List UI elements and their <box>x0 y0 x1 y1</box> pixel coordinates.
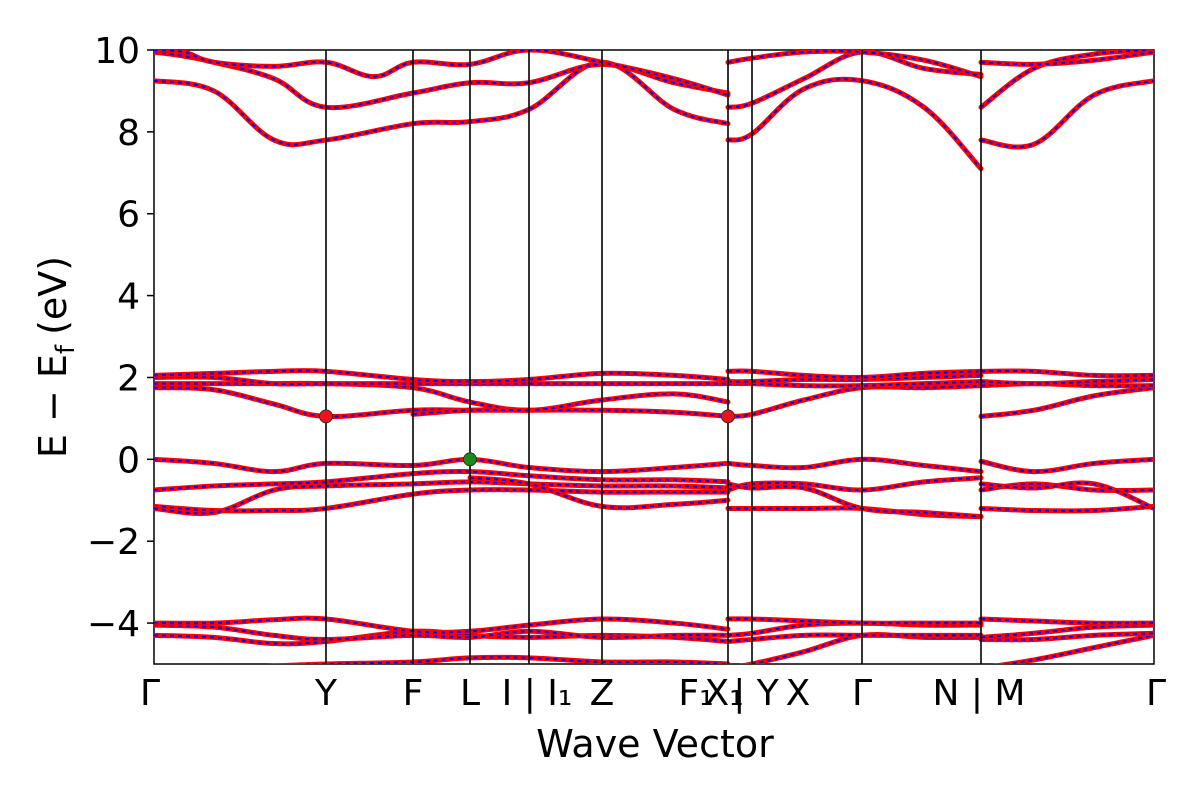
y-axis-ticks: −4 −2 0 2 4 6 8 10 <box>87 31 154 645</box>
x-tick-label: Γ <box>140 673 160 714</box>
band-line-dashed <box>980 378 1154 385</box>
band-line-dashed <box>1002 634 1154 664</box>
band-line-dashed <box>727 384 982 418</box>
vbm-marker <box>463 452 477 467</box>
y-axis-label-unit: (eV) <box>31 256 75 335</box>
band-line-dashed <box>154 50 729 96</box>
x-tick-label: Γ <box>1146 673 1166 714</box>
band-line <box>725 50 984 110</box>
y-tick-label: 4 <box>117 277 140 318</box>
bands-layer <box>154 50 1154 664</box>
band-line-dashed <box>727 482 982 518</box>
band-line-dashed <box>727 380 982 387</box>
y-tick-label: 0 <box>117 440 140 481</box>
band-line-dashed <box>727 370 982 379</box>
kpoint-lines <box>325 50 982 664</box>
band-line-dashed <box>154 386 729 418</box>
band-line-dashed <box>980 51 1154 66</box>
band-line-dashed <box>980 481 1154 510</box>
x-tick-label: Y <box>314 673 338 714</box>
x-tick-label: Γ <box>852 673 872 714</box>
band-line-dashed <box>980 50 1154 109</box>
cbm-marker <box>721 409 735 424</box>
y-axis-label: E − Ef (eV) <box>31 256 81 458</box>
band-line-dashed <box>727 50 982 78</box>
band-line-dashed <box>727 617 981 625</box>
band-line-dashed <box>154 61 729 146</box>
y-tick-label: 2 <box>117 358 140 399</box>
y-tick-label: −4 <box>87 604 140 645</box>
band-line-dashed <box>980 370 1154 377</box>
extrema-markers <box>319 409 735 467</box>
y-tick-label: 10 <box>94 31 140 72</box>
band-line-dashed <box>154 480 729 515</box>
band-line-dashed <box>980 386 1154 418</box>
x-tick-label: N | M <box>932 673 1025 714</box>
x-tick-label: I | I₁ <box>502 673 573 714</box>
x-axis-label: Wave Vector <box>536 722 774 766</box>
band-line-dashed <box>980 632 1154 641</box>
band-line-dashed <box>154 369 729 383</box>
cbm-marker <box>319 409 333 424</box>
band-line-dashed <box>727 458 982 473</box>
band-line-dashed <box>469 476 729 509</box>
band-line-dashed <box>980 624 1154 639</box>
band-line-dashed <box>154 470 729 492</box>
band-line-dashed <box>154 458 729 473</box>
band-line-dashed <box>980 505 1154 512</box>
band-line-dashed <box>154 382 729 412</box>
x-tick-label: L <box>460 673 480 714</box>
x-tick-label: F <box>403 673 424 714</box>
x-tick-label: X <box>786 673 811 714</box>
band-line-dashed <box>727 374 982 383</box>
band-line-dashed <box>980 458 1154 473</box>
y-tick-label: 8 <box>117 113 140 154</box>
x-tick-label: | Y <box>733 673 780 714</box>
plot-area <box>153 49 1155 665</box>
band-line-dashed <box>154 624 729 641</box>
band-line-dashed <box>980 617 1154 625</box>
band-line-dashed <box>727 634 981 643</box>
band-line-dashed <box>747 633 982 664</box>
y-tick-label: −2 <box>87 522 140 563</box>
band-line-dashed <box>727 476 982 492</box>
plot-frame <box>153 49 1155 665</box>
y-axis-label-sub: f <box>51 344 81 354</box>
band-line-dashed <box>154 488 728 512</box>
x-tick-label: F₁ <box>678 673 713 714</box>
band-line-dashed <box>154 617 729 634</box>
y-tick-label: 6 <box>117 195 140 236</box>
band-line-dashed <box>295 656 729 664</box>
y-axis-label-main: E − E <box>31 354 75 458</box>
band-line-dashed <box>980 79 1154 149</box>
x-tick-label: X₁ <box>704 673 743 714</box>
x-tick-label: Z <box>590 673 615 714</box>
